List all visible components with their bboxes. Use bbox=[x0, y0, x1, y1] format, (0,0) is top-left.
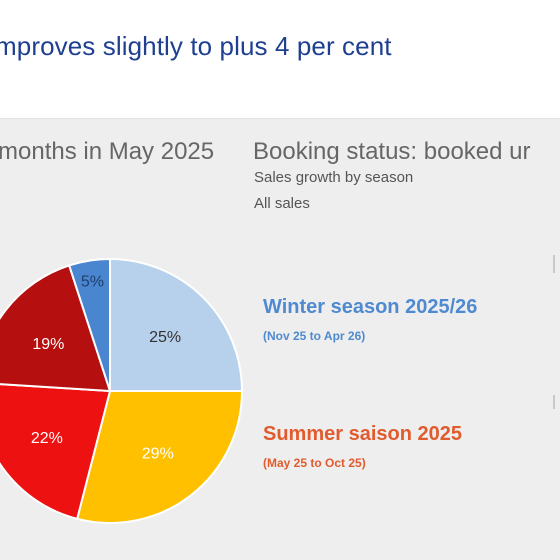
chart-subtitle: Sales growth by season bbox=[254, 169, 414, 186]
pie-slice-label: 22% bbox=[31, 430, 63, 447]
left-panel-title: months in May 2025 bbox=[0, 138, 215, 165]
legend-summer-range: (May 25 to Oct 25) bbox=[263, 456, 366, 470]
headline: mproves slightly to plus 4 per cent bbox=[0, 31, 392, 61]
pie-slice bbox=[75, 390, 244, 524]
edge-marker bbox=[553, 255, 555, 273]
pie-slice-label: 19% bbox=[32, 336, 64, 353]
pie-slice bbox=[0, 264, 112, 393]
legend-winter-range: (Nov 25 to Apr 26) bbox=[263, 329, 366, 343]
edge-marker bbox=[553, 395, 555, 409]
pie-slice-label: 5% bbox=[81, 273, 104, 290]
legend-summer-title: Summer saison 2025 bbox=[263, 423, 462, 445]
pie-slice bbox=[0, 383, 112, 521]
right-panel-title: Booking status: booked ur bbox=[253, 138, 531, 165]
pie-slice-label: 29% bbox=[142, 446, 174, 463]
pie-slice bbox=[109, 257, 244, 392]
pie-slice-label: 25% bbox=[149, 329, 181, 346]
header-bar: mproves slightly to plus 4 per cent bbox=[0, 0, 560, 119]
chart-scope: All sales bbox=[254, 195, 310, 212]
legend-winter-title: Winter season 2025/26 bbox=[263, 296, 478, 318]
pie-slice bbox=[67, 257, 111, 392]
